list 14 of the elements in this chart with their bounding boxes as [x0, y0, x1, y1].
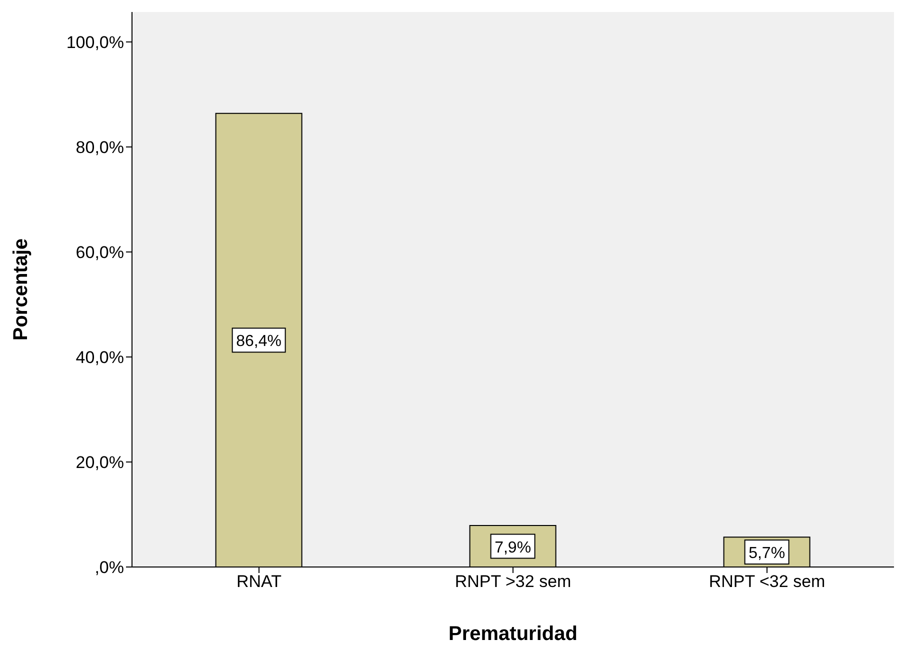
y-tick-label: ,0% — [94, 558, 124, 578]
data-label: 86,4% — [236, 333, 282, 350]
x-axis-title: Prematuridad — [448, 623, 578, 645]
data-label: 7,9% — [494, 539, 532, 556]
y-tick-label: 60,0% — [76, 242, 124, 262]
x-tick-label: RNPT <32 sem — [708, 572, 826, 592]
x-tick-label: RNAT — [236, 572, 282, 592]
y-tick-label: 40,0% — [76, 348, 124, 368]
y-axis-title: Porcentaje — [10, 238, 32, 341]
y-tick-label: 20,0% — [76, 453, 124, 472]
data-label: 5,7% — [748, 545, 786, 562]
y-tick-label: 80,0% — [76, 138, 124, 157]
y-tick-label: 100,0% — [66, 32, 124, 52]
x-tick-label: RNPT >32 sem — [454, 572, 572, 592]
